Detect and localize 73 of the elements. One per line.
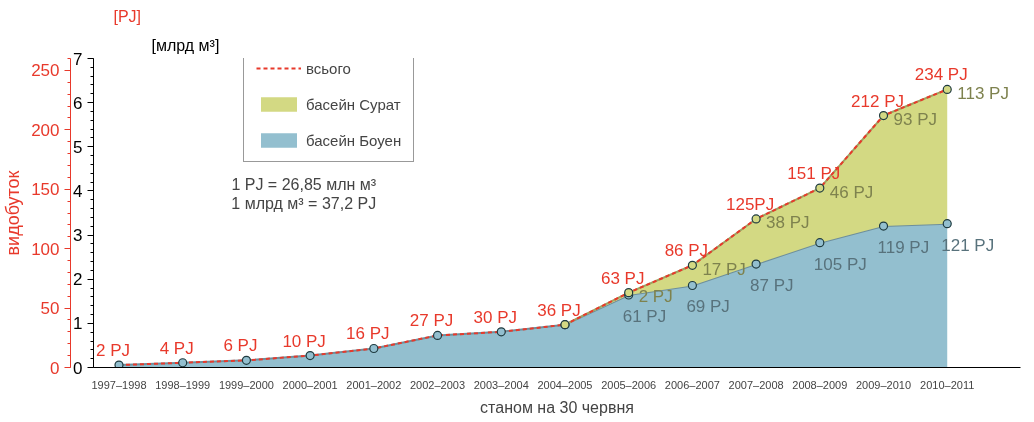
point bbox=[305, 351, 315, 361]
y2-tick-label: 2 bbox=[73, 270, 83, 290]
x-tick-label: 2001–2002 bbox=[346, 378, 402, 391]
x-tick-label: 1999–2000 bbox=[218, 378, 274, 391]
annotation: 1 млрд м³ = 37,2 PJ bbox=[231, 194, 377, 212]
y-tick-label: 250 bbox=[31, 61, 60, 81]
x-tick-label: 2005–2006 bbox=[601, 378, 657, 391]
point bbox=[178, 358, 188, 368]
data-label: 105 PJ bbox=[813, 254, 867, 274]
data-label: 87 PJ bbox=[750, 276, 794, 296]
data-label: 36 PJ bbox=[537, 300, 581, 320]
data-label: 119 PJ bbox=[877, 238, 930, 258]
legend-label: басейн Сурат bbox=[306, 95, 401, 113]
x-tick-label: 2002–2003 bbox=[410, 378, 466, 391]
y-axis-title: видобуток bbox=[3, 170, 24, 256]
x-tick-label: 2004–2005 bbox=[537, 378, 593, 391]
y2-tick-label: 6 bbox=[73, 93, 83, 113]
x-tick-label: 2010–2011 bbox=[920, 378, 975, 391]
data-label: 234 PJ bbox=[914, 65, 968, 85]
x-tick-label: 2009–2010 bbox=[855, 378, 912, 391]
data-label: 46 PJ bbox=[829, 182, 874, 202]
point bbox=[878, 221, 889, 231]
point bbox=[241, 355, 252, 365]
data-label: 6 PJ bbox=[223, 336, 258, 356]
data-label: 93 PJ bbox=[893, 110, 938, 130]
y2-tick-label: 3 bbox=[73, 226, 83, 246]
point bbox=[114, 360, 124, 368]
point bbox=[496, 327, 506, 337]
point bbox=[751, 259, 761, 269]
data-label: 86 PJ bbox=[664, 241, 709, 261]
y2-tick-label: 0 bbox=[73, 358, 83, 378]
annotation: 1 PJ = 26,85 млн м³ bbox=[231, 176, 377, 194]
point bbox=[369, 343, 379, 354]
point bbox=[687, 280, 697, 291]
point bbox=[815, 238, 825, 248]
data-label: 38 PJ bbox=[766, 213, 810, 233]
point bbox=[942, 219, 952, 229]
x-tick-label: 1998–1999 bbox=[155, 378, 211, 391]
point bbox=[432, 330, 443, 340]
x-tick-label: 2003–2004 bbox=[473, 378, 529, 391]
y2-tick-label: 7 bbox=[73, 49, 83, 69]
y-tick-label: 150 bbox=[31, 180, 60, 200]
x-tick-label: 2008–2009 bbox=[792, 378, 848, 391]
data-label: 63 PJ bbox=[600, 268, 645, 288]
text: [PJ] bbox=[113, 7, 142, 25]
y2-tick-label: 4 bbox=[73, 181, 83, 201]
data-label: 125PJ bbox=[726, 194, 775, 214]
x-tick-label: 2006–2007 bbox=[664, 378, 720, 391]
y-tick-label: 200 bbox=[31, 120, 60, 140]
legend-label: всього bbox=[306, 59, 351, 77]
data-label: 30 PJ bbox=[473, 307, 517, 327]
data-label: 69 PJ bbox=[686, 297, 730, 317]
x-tick-label: 2007–2008 bbox=[728, 378, 784, 391]
data-label: 4 PJ bbox=[159, 338, 194, 358]
data-label: 151 PJ bbox=[787, 164, 841, 184]
x-axis-title: станом на 30 червня bbox=[480, 398, 634, 416]
data-label: 16 PJ bbox=[346, 324, 390, 344]
data-label: 27 PJ bbox=[409, 311, 454, 331]
y-tick-label: 0 bbox=[50, 358, 60, 378]
text: [млрд м³] bbox=[151, 36, 220, 54]
data-label: 113 PJ bbox=[957, 83, 1009, 103]
data-label: 212 PJ bbox=[851, 91, 904, 111]
y2-tick-label: 1 bbox=[73, 314, 83, 334]
x-tick-label: 1997–1998 bbox=[91, 378, 147, 391]
data-label: 2 PJ bbox=[638, 287, 673, 307]
legend-label: басейн Боуен bbox=[306, 131, 402, 149]
y2-tick-label: 5 bbox=[73, 137, 83, 157]
data-label: 61 PJ bbox=[622, 307, 667, 326]
data-label: 2 PJ bbox=[95, 341, 131, 361]
x-tick-label: 2000–2001 bbox=[282, 378, 338, 391]
y-tick-label: 100 bbox=[31, 239, 60, 259]
data-label: 10 PJ bbox=[282, 331, 326, 351]
y-tick-label: 50 bbox=[40, 299, 60, 319]
